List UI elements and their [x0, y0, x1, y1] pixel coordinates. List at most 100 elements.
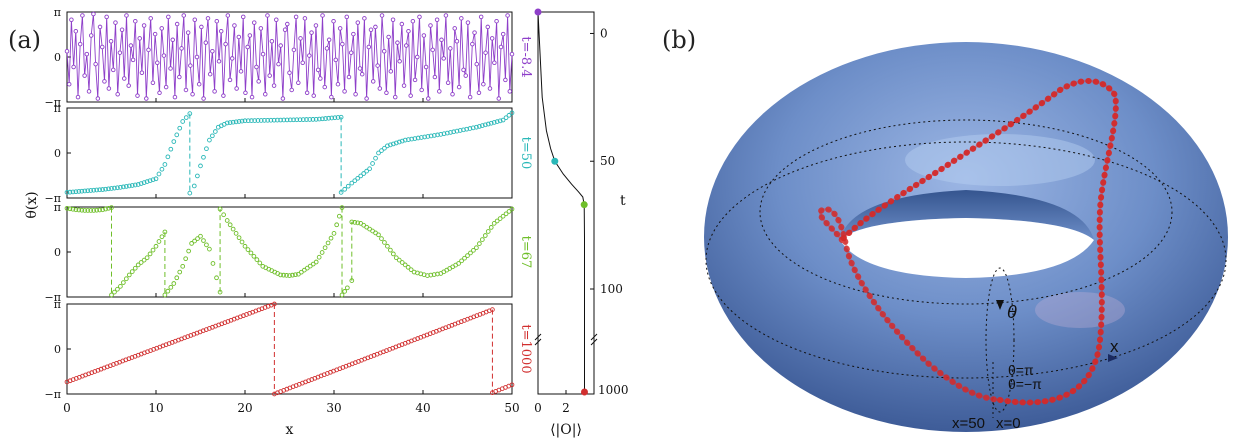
data-point: [221, 212, 226, 218]
data-point: [79, 188, 85, 194]
data-point: [342, 289, 348, 294]
data-point: [133, 18, 138, 24]
data-point: [227, 222, 233, 228]
data-point: [358, 173, 364, 179]
data-point: [448, 130, 453, 135]
data-point: [117, 50, 123, 55]
data-point: [454, 38, 460, 44]
data-point: [69, 17, 74, 23]
data-point: [97, 207, 102, 213]
data-point: [67, 206, 73, 212]
data-point: [252, 20, 257, 25]
data-point: [386, 34, 391, 40]
y-tick-label: 0: [54, 246, 61, 259]
data-point: [152, 31, 158, 37]
data-point: [319, 250, 325, 255]
data-point: [242, 118, 248, 124]
data-point: [88, 33, 94, 38]
data-point: [99, 44, 105, 50]
torus-sheen-2: [1035, 292, 1125, 328]
data-point: [399, 138, 405, 144]
data-point: [257, 260, 263, 266]
data-point: [77, 41, 83, 47]
data-point: [479, 123, 485, 128]
data-point: [199, 24, 204, 30]
data-point: [97, 187, 102, 193]
torus-hole-wall: [840, 190, 1094, 240]
data-point: [310, 117, 316, 122]
data-point: [392, 94, 398, 100]
data-point: [370, 79, 376, 84]
data-point: [132, 182, 138, 188]
time-y-tick-label: 0: [600, 26, 608, 40]
data-point: [408, 267, 414, 273]
data-point: [71, 64, 76, 70]
data-point: [345, 285, 350, 291]
data-point: [174, 132, 180, 138]
data-point: [488, 120, 494, 126]
data-point: [91, 187, 97, 193]
data-point: [385, 243, 390, 249]
data-point: [242, 243, 248, 249]
data-point: [95, 96, 101, 101]
data-point: [180, 119, 186, 124]
data-point: [498, 44, 504, 50]
data-point: [181, 13, 187, 18]
data-point: [397, 59, 402, 64]
data-point: [124, 13, 129, 18]
data-point: [198, 233, 203, 239]
data-point: [470, 125, 476, 131]
data-point: [465, 253, 470, 258]
data-point: [388, 142, 393, 148]
data-point: [373, 24, 378, 30]
data-point: [328, 235, 334, 241]
data-point: [141, 257, 147, 263]
torus-sheen: [905, 134, 1095, 186]
data-point: [399, 260, 405, 265]
data-point: [423, 64, 429, 70]
data-point: [104, 14, 109, 20]
data-point: [73, 207, 79, 213]
data-point: [139, 70, 145, 76]
data-point: [489, 36, 495, 41]
data-point: [221, 93, 226, 98]
y-tick-label: π: [54, 298, 61, 311]
data-point: [441, 131, 447, 137]
data-point: [207, 137, 212, 143]
data-point: [509, 51, 515, 57]
data-point: [212, 129, 218, 134]
data-point: [300, 117, 306, 122]
data-point: [313, 116, 319, 122]
data-point: [185, 30, 191, 35]
data-point: [115, 185, 120, 191]
series-label: t=67: [518, 236, 533, 269]
data-point: [478, 14, 484, 20]
data-point: [174, 275, 180, 281]
data-point: [370, 161, 375, 166]
data-point: [102, 79, 107, 84]
data-point: [470, 41, 475, 47]
data-point: [157, 90, 162, 96]
data-point: [88, 188, 94, 193]
data-point: [168, 146, 174, 152]
data-point: [367, 166, 372, 172]
data-point: [497, 216, 503, 221]
data-point: [331, 231, 337, 236]
data-point: [243, 90, 248, 96]
data-point: [491, 120, 497, 125]
data-point: [80, 13, 85, 18]
data-point: [322, 84, 327, 90]
data-point: [385, 143, 390, 149]
data-point: [118, 284, 123, 289]
data-point: [345, 183, 351, 189]
data-point: [245, 118, 251, 124]
data-point: [451, 129, 457, 135]
data-point: [64, 190, 70, 195]
data-point: [393, 140, 399, 146]
data-point: [129, 183, 135, 188]
data-point: [103, 206, 108, 212]
data-point: [161, 53, 167, 58]
data-point: [351, 31, 356, 37]
data-point: [342, 89, 347, 94]
